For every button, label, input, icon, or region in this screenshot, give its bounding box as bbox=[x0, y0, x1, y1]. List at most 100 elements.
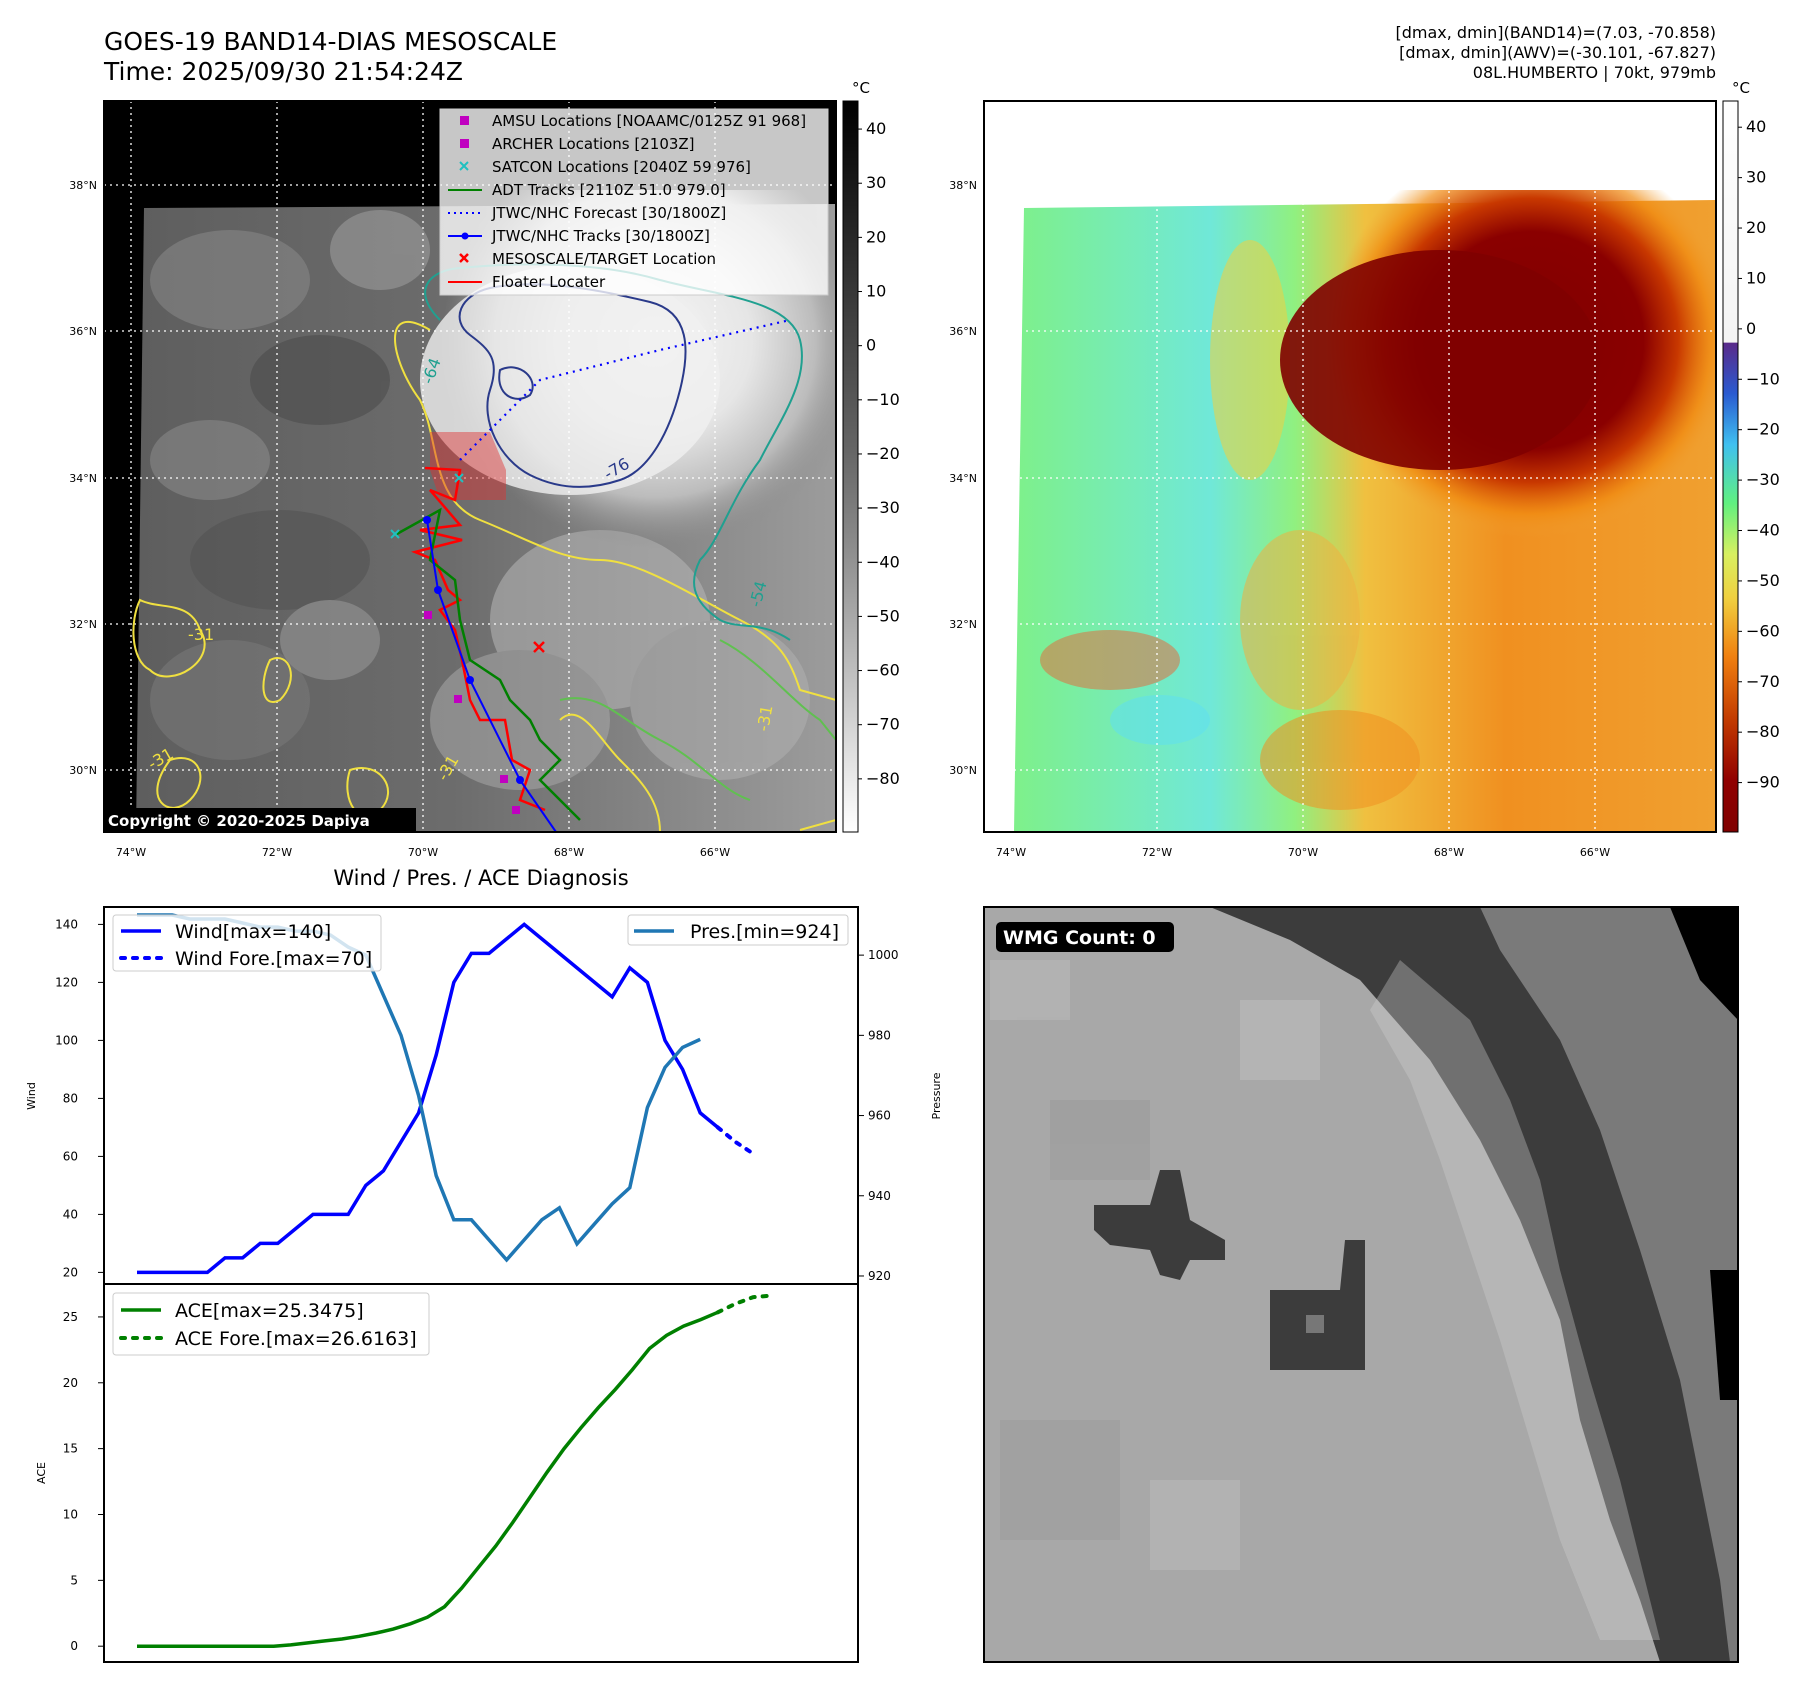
pressure-tick-label: 960 bbox=[868, 1109, 891, 1123]
jtwc-track-points bbox=[423, 516, 524, 784]
colorbar-tick-label: −50 bbox=[866, 606, 900, 625]
legend-satcon-marker bbox=[459, 161, 469, 171]
lon-label: 68°W bbox=[1434, 846, 1464, 859]
jtwc-forecast bbox=[459, 318, 791, 461]
colorbar-tick-label: 0 bbox=[866, 336, 876, 355]
lon-label: 74°W bbox=[116, 846, 146, 859]
wind-forecast-line bbox=[715, 1125, 755, 1156]
ace-legend: ACE[max=25.3475] ACE Fore.[max=26.6163] bbox=[112, 1292, 430, 1356]
colorbar-tick-label: −20 bbox=[1746, 420, 1780, 439]
legend-floater: Floater Locater bbox=[492, 273, 606, 291]
awv-gridlines bbox=[984, 101, 1716, 832]
wind-ylabel: Wind bbox=[25, 1082, 38, 1110]
wmg-count-label: WMG Count: 0 bbox=[1003, 927, 1156, 949]
wind-pressure-chart: 20 40 60 80 100 120 140 920 940 960 980 1000 Wind … bbox=[25, 906, 943, 1285]
colorbar-tick-label: −60 bbox=[1746, 621, 1780, 640]
wind-yaxis-ticks: 20 40 60 80 100 120 140 bbox=[55, 917, 104, 1279]
band14-range: [dmax, dmin](BAND14)=(7.03, -70.858) bbox=[1396, 23, 1717, 42]
gray-colorbar-ticks: 40 30 20 10 0 −10 −20 −30 −40 −50 −60 −70 −80 bbox=[858, 119, 900, 788]
gray-colorbar-unit: °C bbox=[852, 79, 870, 97]
wmg-pixel-texture bbox=[990, 960, 1320, 1570]
wind-tick-label: 140 bbox=[55, 917, 78, 931]
colorbar-tick-label: 40 bbox=[866, 119, 886, 138]
ace-tick-label: 25 bbox=[63, 1310, 78, 1324]
lat-label: 38°N bbox=[949, 179, 977, 192]
lat-label: 36°N bbox=[69, 325, 97, 338]
ace-ylabel: ACE bbox=[35, 1462, 48, 1484]
lon-label: 66°W bbox=[700, 846, 730, 859]
contour-green bbox=[559, 639, 836, 801]
floater-area bbox=[430, 432, 506, 500]
lat-label: 32°N bbox=[949, 618, 977, 631]
mesoscale-target bbox=[533, 641, 545, 653]
map-legend: AMSU Locations [NOAAMC/0125Z 91 968] ARC… bbox=[439, 108, 829, 296]
ace-series-line bbox=[137, 1310, 719, 1648]
lon-label: 72°W bbox=[1142, 846, 1172, 859]
ace-legend-label: ACE[max=25.3475] bbox=[175, 1300, 364, 1322]
wind-tick-label: 20 bbox=[63, 1265, 78, 1279]
colorbar-tick-label: 40 bbox=[1746, 117, 1766, 136]
colorbar-tick-label: −10 bbox=[866, 390, 900, 409]
lat-label: 34°N bbox=[949, 472, 977, 485]
satcon-markers bbox=[390, 473, 464, 539]
legend-amsu: AMSU Locations [NOAAMC/0125Z 91 968] bbox=[492, 112, 806, 130]
colorbar-tick-label: −70 bbox=[866, 715, 900, 734]
awv-colorbar: °C 40 30 20 10 0 −10 −20 −30 −40 −50 −60 −70 −80 −90 bbox=[1722, 79, 1780, 833]
awv-lon-labels: 74°W 72°W 70°W 68°W 66°W bbox=[996, 846, 1610, 859]
colorbar-tick-label: −50 bbox=[1746, 571, 1780, 590]
wind-tick-label: 100 bbox=[55, 1033, 78, 1047]
awv-range: [dmax, dmin](AWV)=(-30.101, -67.827) bbox=[1399, 43, 1716, 62]
wmg-frame bbox=[983, 906, 1739, 1663]
legend-forecast: JTWC/NHC Forecast [30/1800Z] bbox=[491, 204, 726, 222]
pressure-tick-label: 1000 bbox=[868, 948, 899, 962]
gray-colorbar: °C 40 30 20 10 0 −10 −20 −30 −40 −50 −60 −70 −80 bbox=[842, 79, 900, 833]
wind-tick-label: 80 bbox=[63, 1091, 78, 1105]
colorbar-tick-label: −30 bbox=[1746, 470, 1780, 489]
colorbar-tick-label: 10 bbox=[1746, 268, 1766, 287]
ace-yaxis-ticks: 0 5 10 15 20 25 bbox=[63, 1310, 104, 1653]
pressure-tick-label: 920 bbox=[868, 1269, 891, 1283]
wind-legend-box bbox=[112, 914, 382, 972]
colorbar-tick-label: −70 bbox=[1746, 672, 1780, 691]
ace-tick-label: 5 bbox=[70, 1573, 78, 1587]
colorbar-tick-label: 20 bbox=[1746, 218, 1766, 237]
wmg-region-dark bbox=[1210, 907, 1730, 1662]
wind-tick-label: 40 bbox=[63, 1207, 78, 1221]
legend-adt: ADT Tracks [2110Z 51.0 979.0] bbox=[492, 181, 726, 199]
contour-yellow-patches bbox=[132, 598, 390, 818]
lat-label: 34°N bbox=[69, 472, 97, 485]
colorbar-tick-label: 10 bbox=[866, 282, 886, 301]
colorbar-tick-label: −10 bbox=[1746, 369, 1780, 388]
legend-tracks: JTWC/NHC Tracks [30/1800Z] bbox=[491, 227, 710, 245]
awv-colorbar-unit: °C bbox=[1732, 79, 1750, 97]
copyright-box bbox=[104, 808, 416, 832]
legend-archer: ARCHER Locations [2103Z] bbox=[492, 135, 695, 153]
awv-colorbar-strip bbox=[1722, 100, 1739, 833]
pressure-legend-label: Pres.[min=924] bbox=[690, 921, 839, 943]
awv-map-frame bbox=[983, 100, 1717, 833]
legend-amsu-marker bbox=[460, 116, 469, 125]
ace-legend-box bbox=[112, 1292, 430, 1356]
colorbar-tick-label: −40 bbox=[866, 552, 900, 571]
lon-label: 74°W bbox=[996, 846, 1026, 859]
wind-tick-label: 60 bbox=[63, 1149, 78, 1163]
ace-tick-label: 10 bbox=[63, 1507, 78, 1521]
wmg-count-badge bbox=[996, 922, 1174, 952]
legend-target-marker bbox=[459, 253, 469, 263]
ace-tick-label: 15 bbox=[63, 1442, 78, 1456]
pressure-ylabel: Pressure bbox=[930, 1072, 943, 1119]
legend-archer-marker bbox=[460, 139, 469, 148]
gray-colorbar-strip bbox=[842, 100, 859, 833]
colorbar-tick-label: −80 bbox=[866, 769, 900, 788]
contour-navy-inner bbox=[498, 366, 534, 400]
floater-track bbox=[410, 466, 546, 812]
ir-contour-labels: -64 -76 -54 -31 -31 -31 -31 bbox=[145, 355, 777, 784]
wind-legend-label: Wind[max=140] bbox=[175, 921, 331, 943]
ace-forecast-legend-label: ACE Fore.[max=26.6163] bbox=[175, 1328, 417, 1350]
ace-forecast-line bbox=[715, 1293, 773, 1315]
wind-legend: Wind[max=140] Wind Fore.[max=70] bbox=[112, 914, 382, 972]
amsu-archer-markers bbox=[424, 611, 520, 814]
ir-lat-labels: 38°N 36°N 34°N 32°N 30°N bbox=[69, 179, 97, 777]
wmg-panel: WMG Count: 0 bbox=[983, 906, 1739, 1663]
